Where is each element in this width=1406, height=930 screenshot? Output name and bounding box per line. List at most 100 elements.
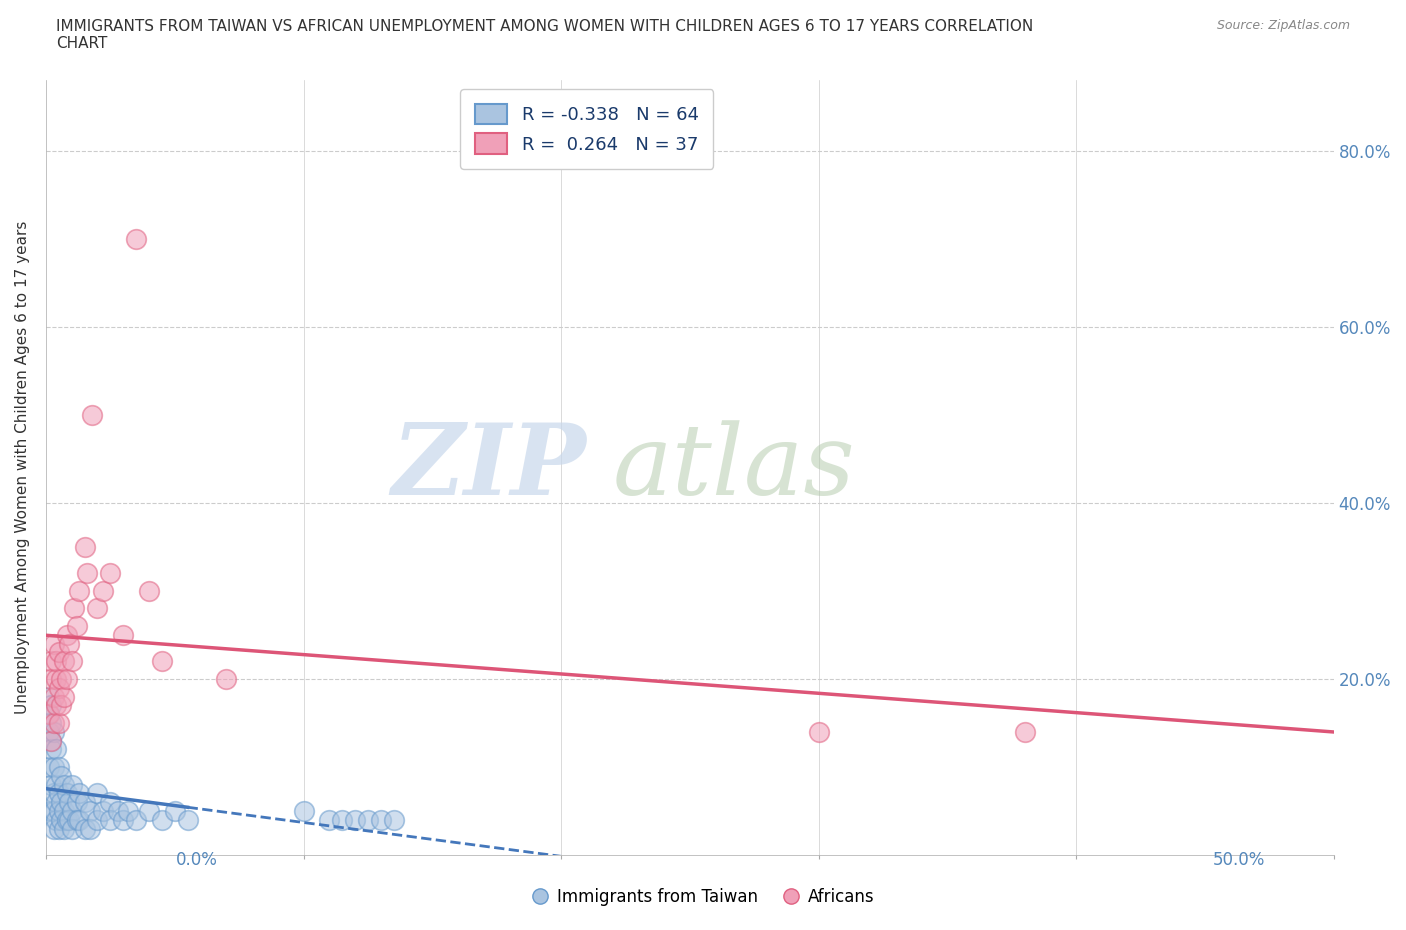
Point — [55, 671, 77, 686]
Point — [48, 804, 70, 818]
Y-axis label: Unemployment Among Women with Children Ages 6 to 17 years: Unemployment Among Women with Children A… — [15, 221, 30, 714]
Point — [55, 786, 77, 801]
Text: 0.0%: 0.0% — [176, 851, 218, 869]
Point — [215, 671, 238, 686]
Point — [42, 689, 65, 704]
Text: Source: ZipAtlas.com: Source: ZipAtlas.com — [1216, 19, 1350, 32]
Point — [45, 654, 67, 669]
Point — [63, 601, 86, 616]
Point — [150, 813, 173, 828]
Point — [91, 583, 114, 598]
Point — [39, 742, 62, 757]
Point — [45, 698, 67, 712]
Point — [125, 813, 148, 828]
Point — [98, 565, 121, 580]
Point — [73, 539, 96, 554]
Point — [39, 733, 62, 748]
Point — [45, 777, 67, 792]
Point — [39, 715, 62, 730]
Point — [82, 407, 104, 422]
Point — [48, 680, 70, 695]
Point — [51, 671, 73, 686]
Point — [45, 742, 67, 757]
Point — [66, 618, 89, 633]
Point — [58, 795, 80, 810]
Legend: R = -0.338   N = 64, R =  0.264   N = 37: R = -0.338 N = 64, R = 0.264 N = 37 — [460, 89, 713, 168]
Point — [76, 565, 98, 580]
Point — [39, 671, 62, 686]
Point — [38, 724, 60, 739]
Point — [79, 804, 101, 818]
Point — [48, 821, 70, 836]
Point — [60, 777, 83, 792]
Point — [38, 707, 60, 722]
Point — [60, 821, 83, 836]
Point — [48, 645, 70, 660]
Text: 50.0%: 50.0% — [1213, 851, 1265, 869]
Point — [51, 698, 73, 712]
Point — [91, 804, 114, 818]
Point — [138, 583, 160, 598]
Point — [39, 804, 62, 818]
Point — [53, 777, 76, 792]
Point — [86, 601, 108, 616]
Point — [318, 813, 340, 828]
Point — [42, 715, 65, 730]
Point — [60, 654, 83, 669]
Point — [86, 813, 108, 828]
Point — [98, 795, 121, 810]
Point — [39, 733, 62, 748]
Point — [112, 813, 135, 828]
Point — [42, 760, 65, 775]
Point — [69, 786, 91, 801]
Point — [69, 813, 91, 828]
Point — [45, 671, 67, 686]
Point — [79, 821, 101, 836]
Point — [69, 583, 91, 598]
Point — [125, 232, 148, 246]
Point — [58, 813, 80, 828]
Point — [370, 813, 392, 828]
Point — [39, 698, 62, 712]
Text: ZIP: ZIP — [392, 419, 586, 516]
Point — [150, 654, 173, 669]
Point — [53, 689, 76, 704]
Point — [42, 804, 65, 818]
Point — [55, 628, 77, 643]
Point — [53, 821, 76, 836]
Point — [42, 724, 65, 739]
Point — [1014, 724, 1036, 739]
Point — [45, 795, 67, 810]
Point — [45, 813, 67, 828]
Point — [58, 636, 80, 651]
Point — [42, 821, 65, 836]
Point — [343, 813, 366, 828]
Point — [51, 813, 73, 828]
Point — [53, 654, 76, 669]
Point — [382, 813, 405, 828]
Point — [73, 821, 96, 836]
Text: IMMIGRANTS FROM TAIWAN VS AFRICAN UNEMPLOYMENT AMONG WOMEN WITH CHILDREN AGES 6 : IMMIGRANTS FROM TAIWAN VS AFRICAN UNEMPL… — [56, 19, 1033, 51]
Point — [117, 804, 139, 818]
Point — [357, 813, 380, 828]
Point — [73, 795, 96, 810]
Point — [51, 768, 73, 783]
Point — [39, 654, 62, 669]
Point — [163, 804, 186, 818]
Point — [42, 786, 65, 801]
Point — [292, 804, 315, 818]
Text: atlas: atlas — [613, 420, 855, 515]
Point — [60, 804, 83, 818]
Point — [330, 813, 353, 828]
Point — [48, 760, 70, 775]
Legend: Immigrants from Taiwan, Africans: Immigrants from Taiwan, Africans — [524, 881, 882, 912]
Point — [42, 636, 65, 651]
Point — [39, 777, 62, 792]
Point — [176, 813, 198, 828]
Point — [86, 786, 108, 801]
Point — [38, 707, 60, 722]
Point — [98, 813, 121, 828]
Point — [66, 795, 89, 810]
Point — [38, 760, 60, 775]
Point — [53, 804, 76, 818]
